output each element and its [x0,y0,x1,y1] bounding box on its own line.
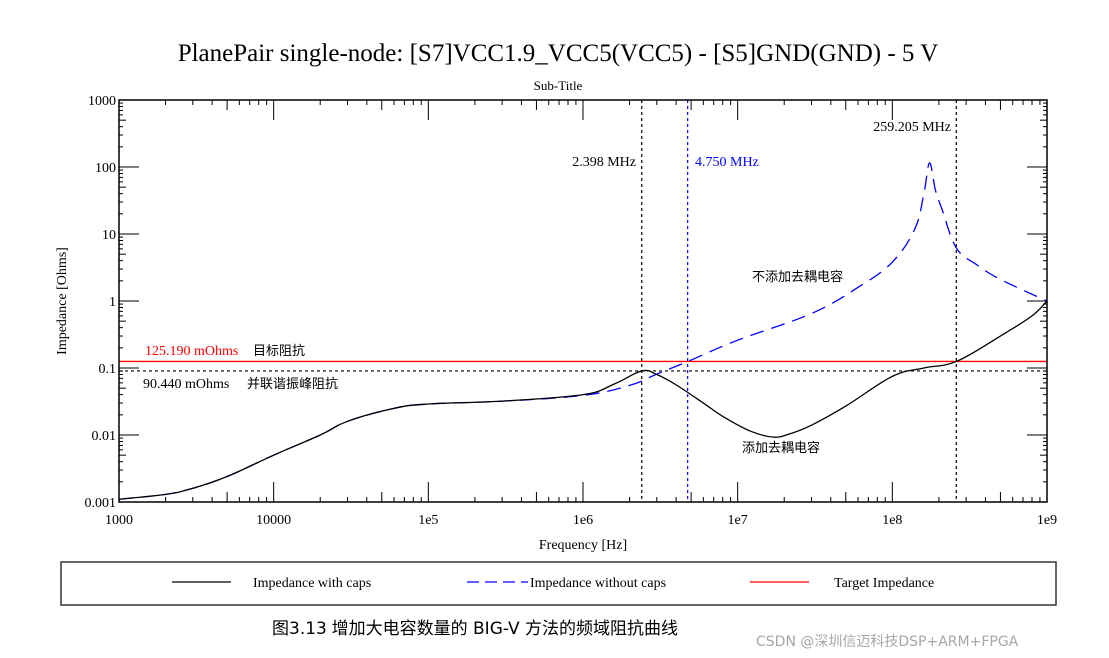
chart-title: PlanePair single-node: [S7]VCC1.9_VCC5(V… [178,40,939,67]
watermark: CSDN @深圳信迈科技DSP+ARM+FPGA [756,634,1019,650]
legend-label-with-caps: Impedance with caps [253,576,371,591]
x-tick-label: 1e5 [418,513,438,528]
resonance-peak-note: 并联谐振峰阻抗 [247,377,338,392]
legend-box [60,561,1057,606]
x-axis-label: Frequency [Hz] [539,538,627,553]
x-tick-label: 1000 [105,513,133,528]
series-impedance-without-caps [119,162,1047,500]
figure-caption: 图3.13 增加大电容数量的 BIG-V 方法的频域阻抗曲线 [272,614,678,640]
legend: Impedance with caps Impedance without ca… [60,561,1057,606]
figure-number: 图3.13 [272,619,327,639]
y-tick-label: 0.001 [85,496,117,511]
x-tick-label: 1e7 [728,513,748,528]
x-tick-label: 1e6 [573,513,593,528]
y-tick-label: 1000 [88,94,116,109]
series-impedance-with-caps [119,300,1047,500]
with-caps-note: 添加去耦电容 [742,440,820,456]
x-tick-labels: 1000 10000 1e5 1e6 1e7 1e8 1e9 [105,513,1057,528]
legend-label-target: Target Impedance [834,576,934,591]
legend-label-without-caps: Impedance without caps [530,576,666,591]
y-tick-label: 0.1 [99,362,117,377]
y-tick-labels: 1000 100 10 1 0.1 0.01 0.001 [85,94,117,511]
x-tick-label: 1e9 [1037,513,1057,528]
target-impedance-label: 125.190 mOhms [145,344,238,359]
plot-frame [118,99,1048,503]
chart-subtitle: Sub-Title [534,78,583,93]
x-tick-label: 10000 [256,513,291,528]
impedance-chart: PlanePair single-node: [S7]VCC1.9_VCC5(V… [55,40,1057,606]
target-impedance-note: 目标阻抗 [253,344,305,359]
x-tick-label: 1e8 [882,513,902,528]
y-tick-label: 10 [102,228,116,243]
vline-label-2398mhz: 2.398 MHz [572,155,636,170]
y-axis-label: Impedance [Ohms] [55,247,70,355]
resonance-peak-label: 90.440 mOhms [143,377,229,392]
y-tick-label: 0.01 [92,429,117,444]
y-tick-label: 100 [95,161,116,176]
vline-label-259205mhz: 259.205 MHz [873,120,951,135]
without-caps-note: 不添加去耦电容 [752,269,843,285]
figure-caption-text: 增加大电容数量的 BIG-V 方法的频域阻抗曲线 [331,619,679,639]
vline-label-4750mhz: 4.750 MHz [695,155,759,170]
y-tick-label: 1 [109,295,116,310]
reference-lines [119,100,1047,502]
series-lines [119,162,1047,500]
